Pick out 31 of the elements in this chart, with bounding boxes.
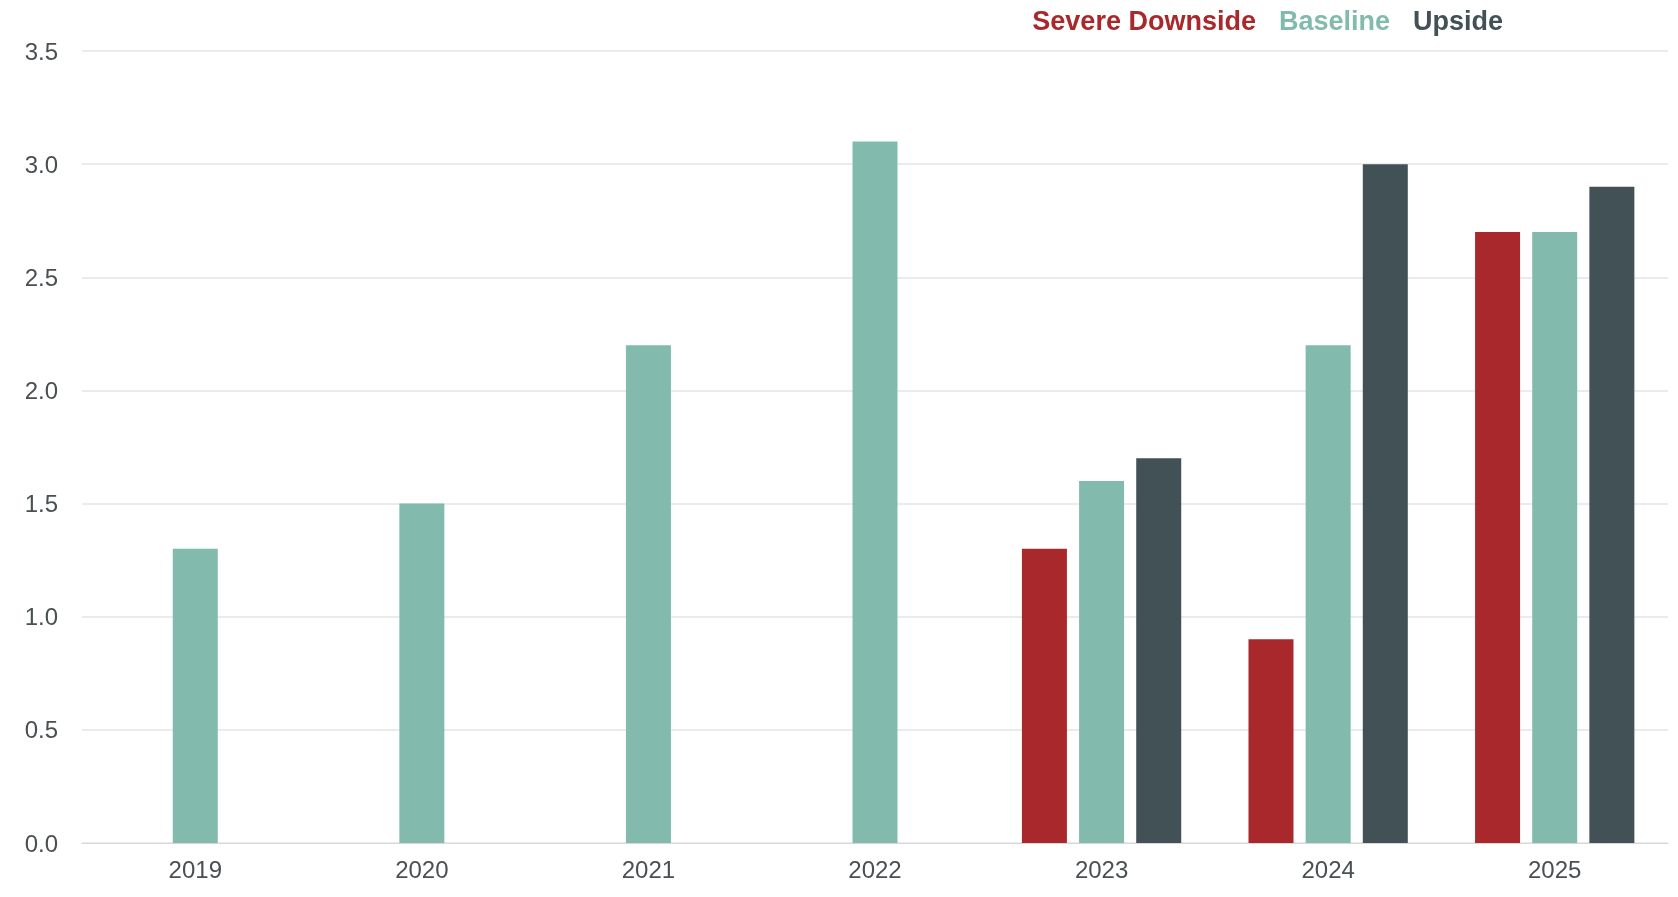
y-tick-label: 3.0	[24, 150, 58, 178]
y-tick-label: 0.5	[24, 716, 58, 744]
text: Upside	[1412, 5, 1504, 36]
bar	[625, 345, 671, 843]
x-tick-label: 2019	[168, 855, 222, 883]
y-tick-label: 3.5	[24, 37, 58, 65]
bar	[1589, 186, 1635, 843]
x-tick-label: 2021	[621, 855, 676, 883]
text: Severe Downside	[1032, 5, 1256, 36]
bar	[1021, 548, 1067, 843]
text: Baseline	[1278, 5, 1390, 36]
x-tick-label: 2023	[1074, 855, 1129, 883]
bar	[852, 141, 898, 843]
y-tick-label: 1.5	[24, 490, 58, 518]
y-tick-label: 2.5	[24, 263, 58, 291]
y-tick-label: 2.0	[24, 376, 58, 404]
bar	[1532, 232, 1578, 843]
bar	[1362, 164, 1408, 843]
x-tick-label: 2022	[848, 855, 902, 883]
bar	[172, 548, 218, 843]
x-tick-label: 2020	[395, 855, 449, 883]
bar	[1079, 480, 1125, 843]
x-tick-label: 2024	[1301, 855, 1355, 883]
y-tick-label: 1.0	[24, 603, 58, 631]
y-tick-label: 0.0	[24, 829, 58, 857]
bar	[1305, 345, 1351, 843]
bar	[1475, 232, 1521, 843]
bar	[1248, 639, 1294, 843]
bar	[399, 503, 445, 843]
x-tick-label: 2025	[1528, 855, 1582, 883]
bar	[1136, 458, 1182, 843]
